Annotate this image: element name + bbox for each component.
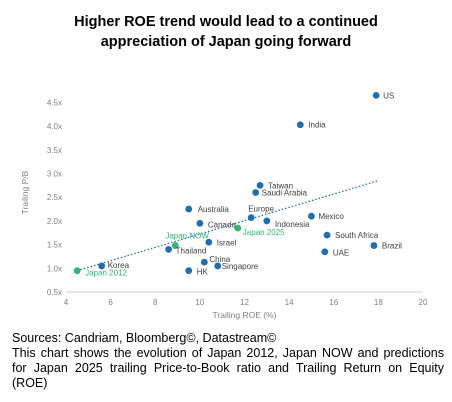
point-singapore <box>214 262 222 270</box>
x-tick-label: 20 <box>419 298 428 307</box>
point-korea <box>98 262 106 270</box>
label-us: US <box>383 91 394 100</box>
y-tick-label: 4.0x <box>47 122 62 131</box>
label-china: China <box>209 255 230 264</box>
label-indonesia: Indonesia <box>275 220 310 229</box>
label-hk: HK <box>197 268 209 277</box>
point-uae <box>321 248 329 256</box>
point-south-africa <box>323 231 331 239</box>
label-europe: Europe <box>248 205 274 214</box>
x-tick-label: 10 <box>195 298 204 307</box>
y-tick-label: 3.5x <box>47 146 62 155</box>
label-mexico: Mexico <box>318 212 344 221</box>
y-tick-label: 0.5x <box>47 288 62 297</box>
x-tick-label: 6 <box>108 298 113 307</box>
label-israel: Israel <box>217 238 237 247</box>
chart-axes: 4 6 8 10 12 14 16 18 20 0.5x 1.0x 1.5x 2.0x 2.5x 3.0x 3… <box>20 98 428 320</box>
label-thailand: Thailand <box>176 246 207 255</box>
point-australia <box>185 205 193 213</box>
chart-caption: Sources: Candriam, Bloomberg©, Datastrea… <box>12 331 444 391</box>
y-tick-label: 2.0x <box>47 217 62 226</box>
point-us <box>372 91 380 99</box>
scatter-chart: 4 6 8 10 12 14 16 18 20 0.5x 1.0x 1.5x 2.0x 2.5x 3.0x 3… <box>20 91 428 320</box>
chart-title-line-2: appreciation of Japan going forward <box>100 34 352 50</box>
chart-title: Higher ROE trend would lead to a continu… <box>0 12 452 52</box>
x-tick-label: 14 <box>285 298 294 307</box>
label-korea: Korea <box>108 261 130 270</box>
label-taiwan: Taiwan <box>268 181 293 190</box>
point-europe <box>247 214 255 222</box>
point-china <box>200 258 208 266</box>
label-singapore: Singapore <box>222 262 259 271</box>
point-india <box>296 121 304 129</box>
y-tick-label: 1.5x <box>47 241 62 250</box>
point-japan-2012 <box>73 267 81 275</box>
point-indonesia <box>263 217 271 225</box>
point-israel <box>205 238 213 246</box>
x-axis-title: Trailing ROE (%) <box>213 310 277 320</box>
label-uae: UAE <box>333 249 349 258</box>
y-axis-title: Trailing P/B <box>20 170 30 214</box>
label-japan-2025: Japan 2025 <box>243 228 285 237</box>
description-text: This chart shows the evolution of Japan … <box>12 346 444 390</box>
x-tick-label: 8 <box>153 298 158 307</box>
point-thailand <box>165 245 173 253</box>
label-india: India <box>308 121 326 130</box>
x-tick-label: 12 <box>240 298 249 307</box>
label-japan-2012: Japan 2012 <box>85 269 127 278</box>
chart-title-line-1: Higher ROE trend would lead to a continu… <box>74 14 378 30</box>
y-tick-label: 1.0x <box>47 264 62 273</box>
point-japan-2025 <box>234 224 242 232</box>
y-tick-label: 3.0x <box>47 170 62 179</box>
point-japan-now <box>171 242 179 249</box>
y-tick-label: 2.5x <box>47 193 62 202</box>
label-saudi-arabia: Saudi Arabia <box>262 189 308 198</box>
point-brazil <box>370 242 378 249</box>
x-tick-label: 16 <box>329 298 338 307</box>
point-canada <box>196 219 204 227</box>
label-brazil: Brazil <box>382 242 402 251</box>
point-mexico <box>308 212 315 220</box>
sources-text: Sources: Candriam, Bloomberg©, Datastrea… <box>12 331 277 345</box>
point-saudi-arabia <box>252 189 260 196</box>
point-hk <box>185 267 193 275</box>
point-taiwan <box>256 181 264 189</box>
label-japan-now: Japan NOW <box>165 232 209 241</box>
x-tick-label: 4 <box>64 298 69 307</box>
x-tick-label: 18 <box>374 298 383 307</box>
label-australia: Australia <box>198 205 230 214</box>
y-tick-label: 4.5x <box>47 98 62 107</box>
label-south-africa: South Africa <box>335 231 379 240</box>
label-canada: Canada <box>208 220 237 229</box>
data-points <box>73 91 380 275</box>
